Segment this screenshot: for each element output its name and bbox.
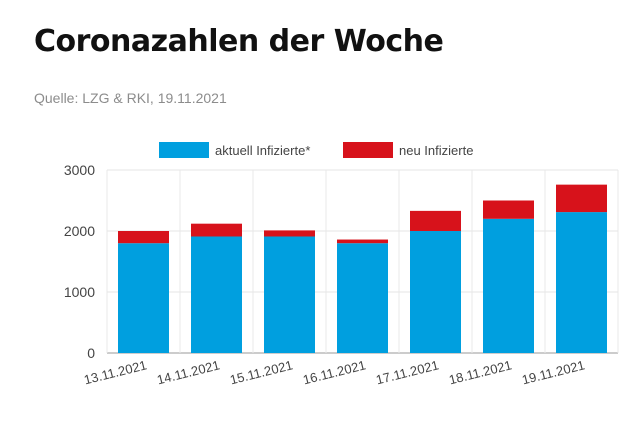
bar-segment	[337, 243, 388, 353]
bar-segment	[264, 236, 315, 353]
legend-label: neu Infizierte	[399, 143, 473, 158]
legend-swatch	[343, 142, 393, 158]
y-tick-label: 0	[87, 345, 95, 361]
y-tick-label: 1000	[64, 284, 95, 300]
chart-bars	[118, 184, 607, 353]
bar-segment	[264, 230, 315, 237]
x-tick-label: 16.11.2021	[301, 357, 367, 387]
bar-segment	[410, 231, 461, 353]
page-title: Coronazahlen der Woche	[34, 24, 444, 59]
legend-label: aktuell Infizierte*	[215, 143, 310, 158]
x-tick-label: 15.11.2021	[228, 357, 294, 387]
x-tick-label: 19.11.2021	[520, 357, 586, 387]
x-tick-label: 18.11.2021	[447, 357, 513, 387]
source-note: Quelle: LZG & RKI, 19.11.2021	[34, 90, 227, 106]
chart-legend: aktuell Infizierte* neu Infizierte	[159, 142, 473, 158]
bar-segment	[483, 200, 534, 219]
bar-segment	[191, 236, 242, 353]
bar-segment	[483, 218, 534, 353]
bar-segment	[337, 239, 388, 244]
bar-segment	[410, 210, 461, 231]
y-tick-label: 2000	[64, 223, 95, 239]
bar-segment	[118, 231, 169, 244]
y-tick-label: 3000	[64, 162, 95, 178]
legend-swatch	[159, 142, 209, 158]
bar-segment	[556, 184, 607, 213]
x-tick-label: 14.11.2021	[155, 357, 221, 387]
x-tick-label: 13.11.2021	[82, 357, 148, 387]
bar-segment	[118, 243, 169, 353]
bar-segment	[191, 223, 242, 237]
bar-segment	[556, 212, 607, 353]
x-tick-label: 17.11.2021	[374, 357, 440, 387]
